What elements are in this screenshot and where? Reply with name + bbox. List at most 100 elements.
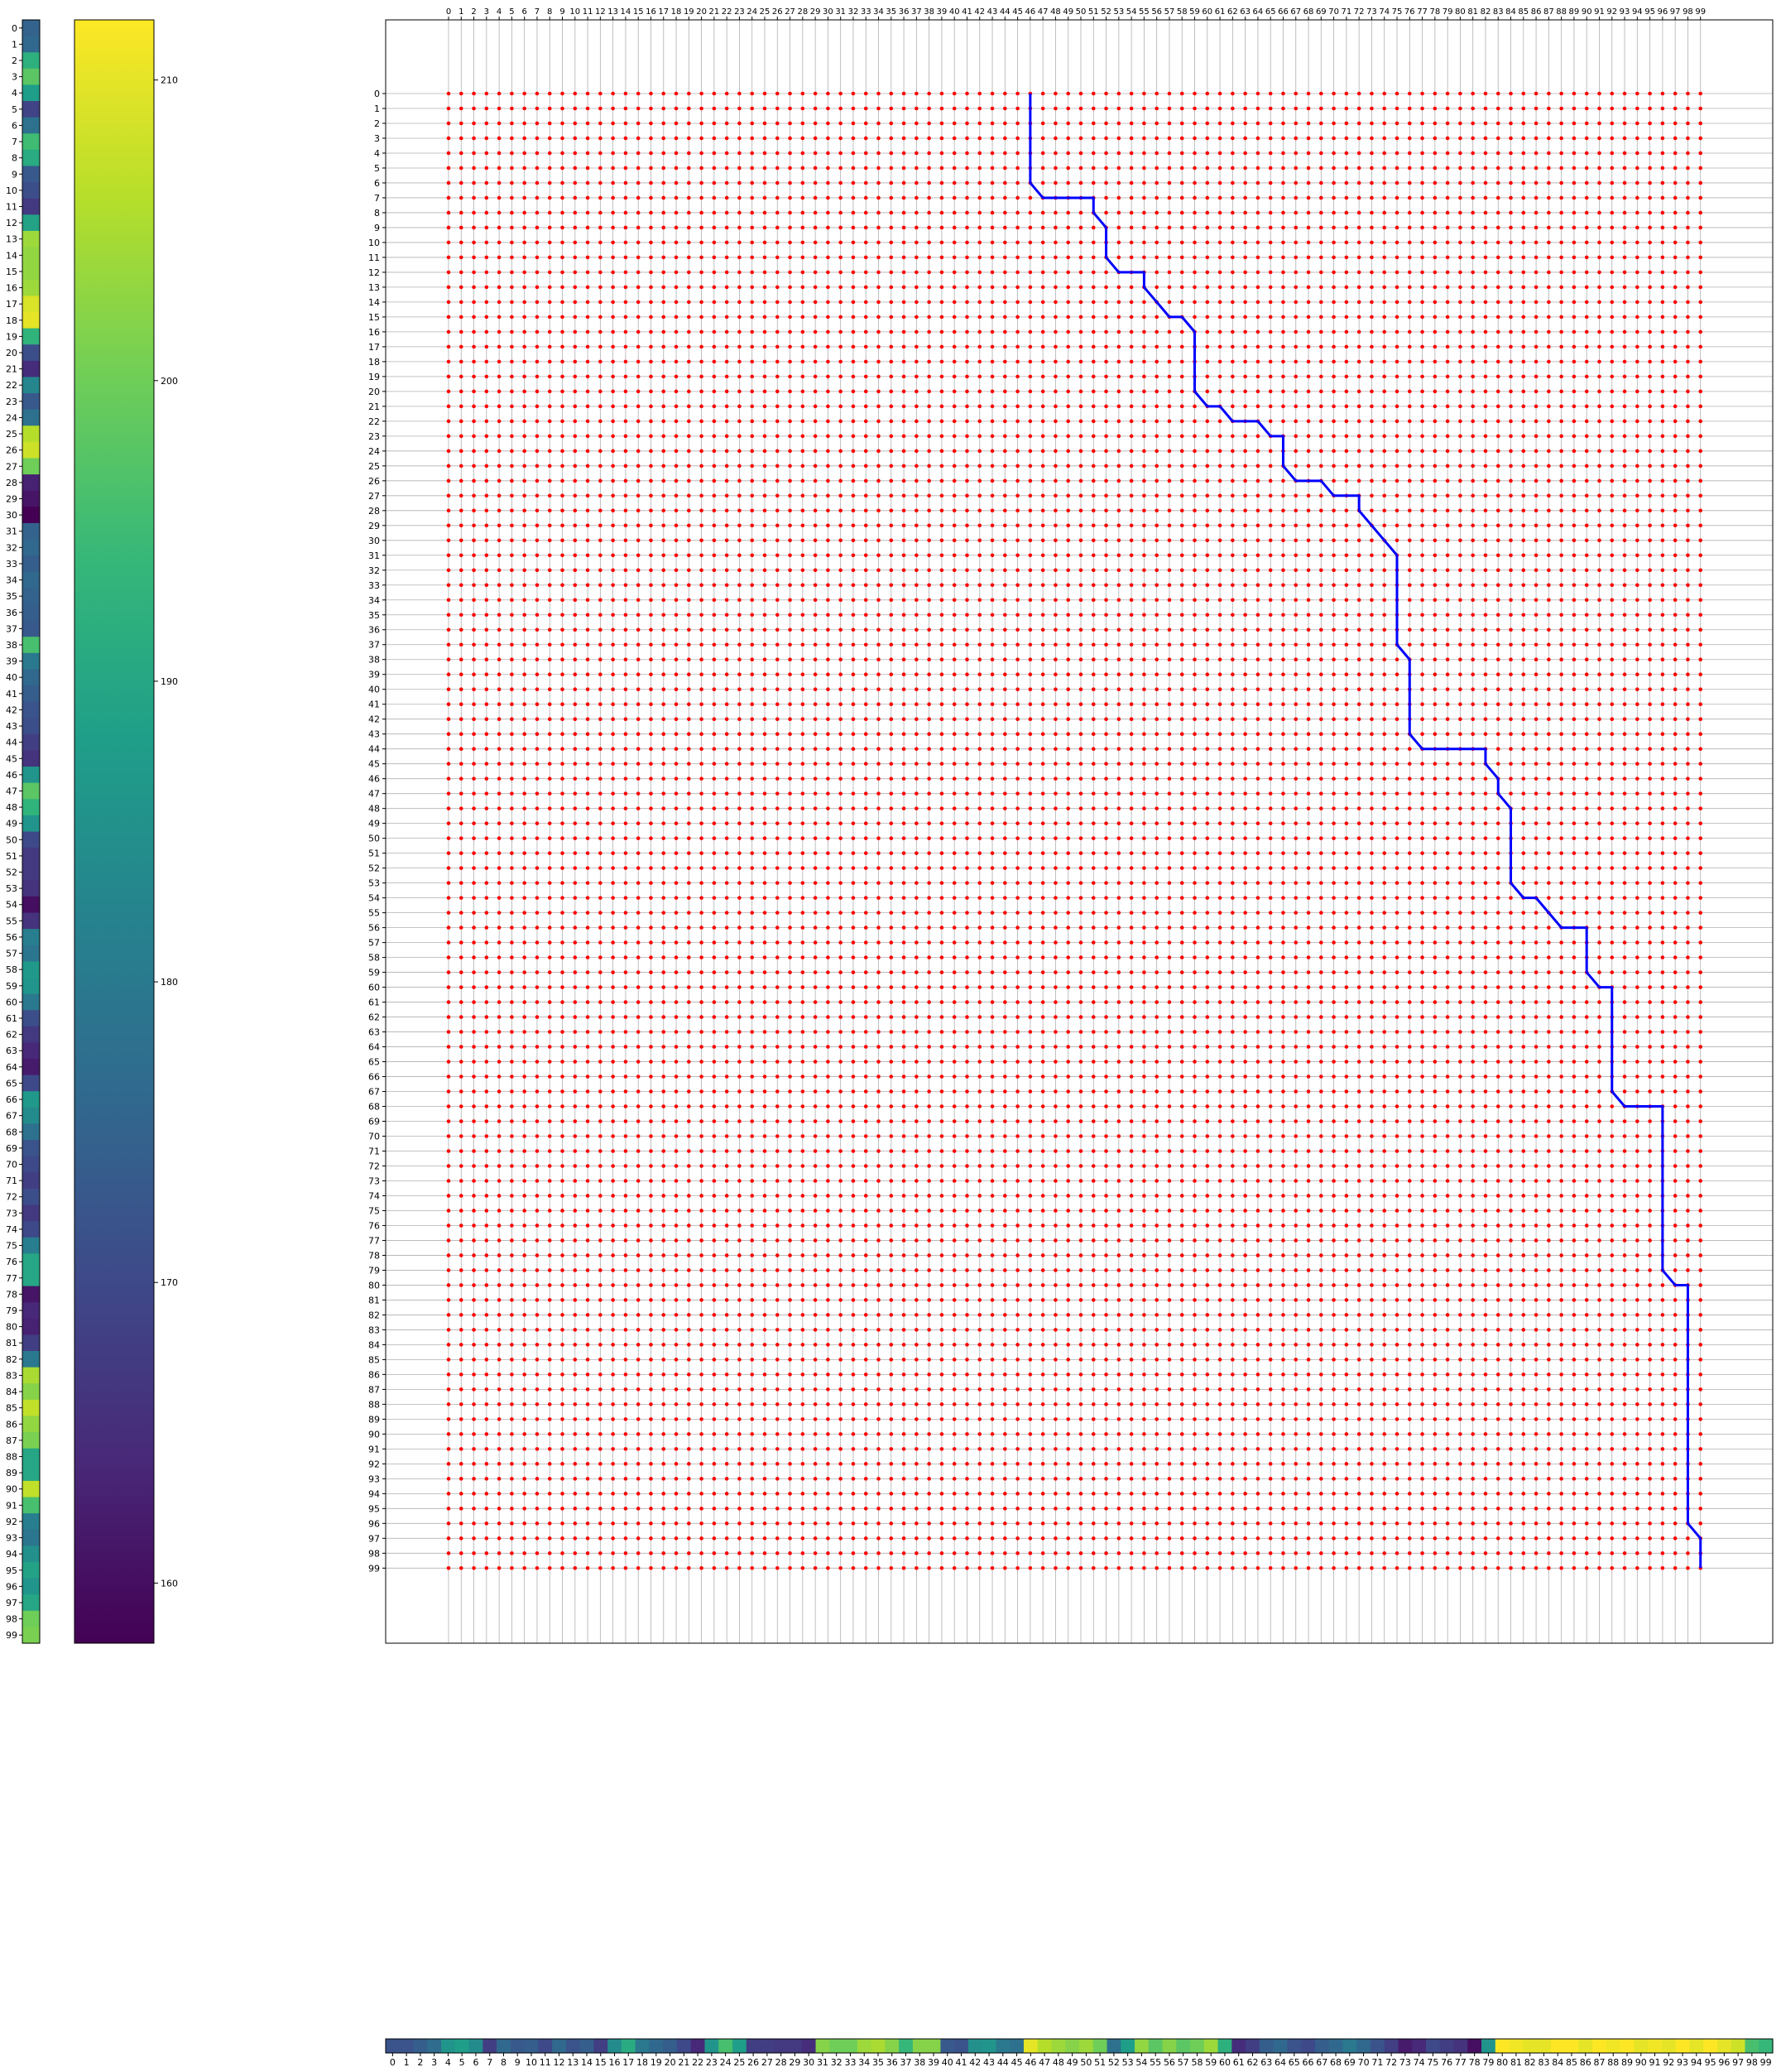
grid-point <box>687 389 691 394</box>
grid-point <box>1306 672 1311 677</box>
grid-point <box>573 329 578 334</box>
grid-point <box>623 195 628 200</box>
grid-point <box>674 195 679 200</box>
x-tick-label: 24 <box>746 7 757 17</box>
grid-point <box>876 627 881 632</box>
grid-point <box>712 359 717 364</box>
grid-point <box>1040 225 1045 230</box>
grid-point <box>1370 240 1374 245</box>
grid-point <box>1015 642 1020 647</box>
grid-point <box>1129 151 1134 156</box>
grid-point <box>1597 91 1601 96</box>
grid-point <box>1104 136 1108 141</box>
grid-point <box>1306 627 1311 632</box>
grid-point <box>585 687 590 692</box>
x-tick-label: 70 <box>1328 7 1339 17</box>
grid-point <box>1332 210 1336 215</box>
grid-point <box>1129 613 1134 618</box>
grid-point <box>1445 508 1450 513</box>
grid-point <box>1559 627 1563 632</box>
grid-point <box>826 180 830 185</box>
grid-point <box>724 657 729 662</box>
x-tick-label: 96 <box>1658 7 1668 17</box>
grid-point <box>1584 359 1589 364</box>
grid-point <box>598 434 602 439</box>
grid-point <box>750 642 755 647</box>
grid-point <box>1116 240 1121 245</box>
grid-point <box>1294 672 1299 677</box>
grid-point <box>1255 568 1260 573</box>
grid-point <box>1407 508 1412 513</box>
grid-point <box>661 315 666 320</box>
grid-point <box>484 389 489 394</box>
grid-point <box>1142 344 1146 349</box>
grid-point <box>1597 389 1601 394</box>
grid-point <box>1370 464 1374 469</box>
grid-point <box>1547 106 1551 111</box>
grid-point <box>1635 106 1639 111</box>
grid-point <box>699 478 703 483</box>
left-strip-cell <box>22 36 40 53</box>
grid-point <box>1015 91 1020 96</box>
grid-point <box>977 493 982 498</box>
grid-point <box>598 315 602 320</box>
grid-point <box>952 329 957 334</box>
grid-point <box>611 91 615 96</box>
grid-point <box>1332 300 1336 305</box>
grid-point <box>458 106 463 111</box>
grid-point <box>838 598 842 603</box>
grid-point <box>1483 210 1488 215</box>
grid-point <box>1205 553 1210 558</box>
grid-point <box>458 642 463 647</box>
grid-point <box>1015 523 1020 528</box>
grid-point <box>1382 568 1387 573</box>
grid-point <box>560 613 564 618</box>
grid-point <box>737 240 742 245</box>
grid-point <box>1420 478 1424 483</box>
grid-point <box>1129 642 1134 647</box>
grid-point <box>446 478 451 483</box>
grid-point <box>750 627 755 632</box>
grid-point <box>800 136 805 141</box>
grid-point <box>1167 166 1172 171</box>
grid-point <box>1040 523 1045 528</box>
x-tick-label: 3 <box>484 7 489 17</box>
grid-point <box>573 464 578 469</box>
grid-point <box>573 344 578 349</box>
grid-point <box>1622 121 1627 126</box>
grid-point <box>1521 553 1526 558</box>
grid-point <box>560 270 564 275</box>
grid-point <box>863 672 868 677</box>
left-strip-cell <box>22 1480 40 1498</box>
grid-point <box>838 240 842 245</box>
grid-point <box>1116 672 1121 677</box>
y-tick-label: 74 <box>368 1190 380 1201</box>
grid-point <box>1420 553 1424 558</box>
grid-point <box>1344 508 1349 513</box>
grid-point <box>915 374 919 379</box>
grid-point <box>1433 121 1438 126</box>
grid-point <box>977 329 982 334</box>
grid-point <box>1268 240 1273 245</box>
grid-point <box>649 91 653 96</box>
y-tick-label: 97 <box>368 1533 380 1544</box>
grid-point <box>1091 270 1096 275</box>
grid-point <box>699 300 703 305</box>
grid-point <box>1255 449 1260 454</box>
x-tick-label: 60 <box>1202 7 1212 17</box>
grid-point <box>458 300 463 305</box>
grid-point <box>1091 434 1096 439</box>
grid-point <box>1660 270 1665 275</box>
grid-point <box>876 180 881 185</box>
grid-point <box>813 359 818 364</box>
grid-point <box>687 568 691 573</box>
grid-point <box>1003 315 1007 320</box>
grid-point <box>863 642 868 647</box>
grid-point <box>1003 121 1007 126</box>
grid-point <box>1129 672 1134 677</box>
grid-point <box>1332 583 1336 588</box>
grid-point <box>1547 583 1551 588</box>
grid-point <box>775 538 780 543</box>
grid-point <box>952 255 957 260</box>
grid-point <box>1217 508 1222 513</box>
